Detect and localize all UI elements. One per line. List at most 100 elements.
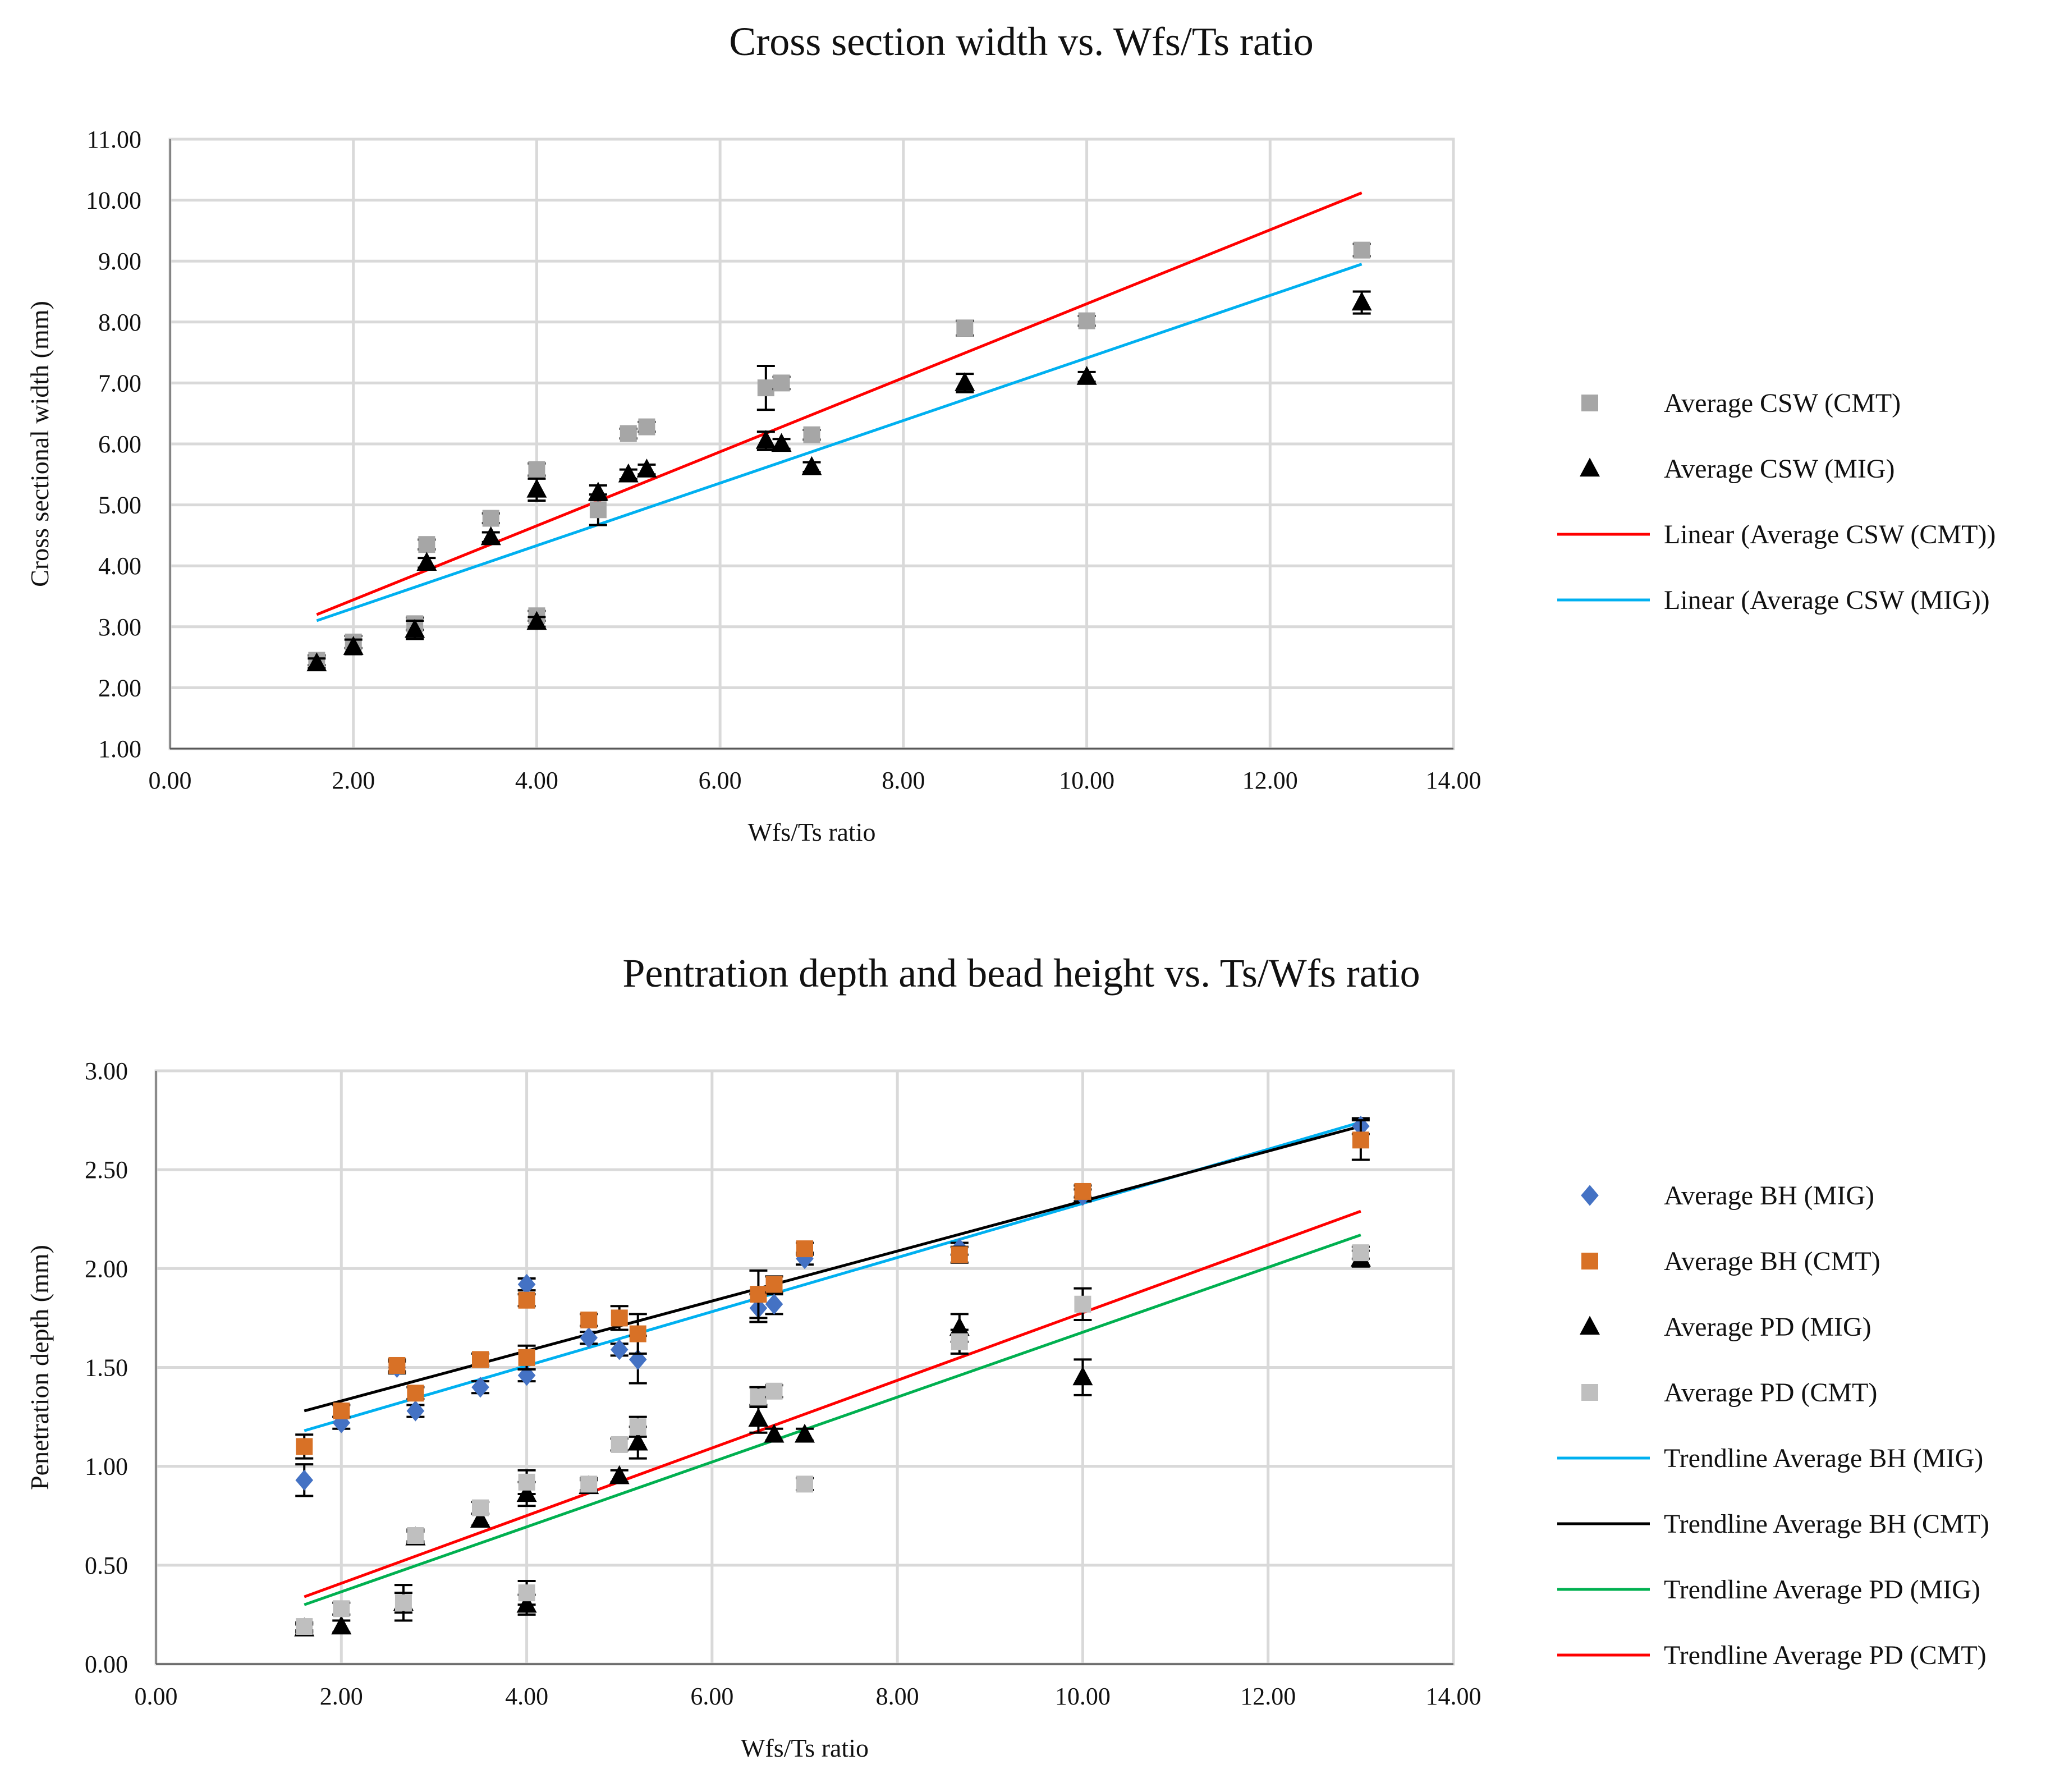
data-point [949,1317,970,1336]
data-point [580,1327,598,1349]
x-tick-label: 4.00 [515,767,558,794]
data-point [748,1408,769,1427]
y-tick-label: 1.50 [85,1354,128,1382]
data-point [951,1246,968,1263]
average-bh-cmt-series [295,1119,1370,1460]
data-point [471,1377,489,1398]
average-pd-mig-series [294,1248,1371,1637]
data-point [528,461,545,478]
y-tick-label: 5.00 [98,492,141,519]
legend-entry: Average CSW (MIG) [1664,454,1895,484]
y-tick-label: 0.50 [85,1552,128,1579]
data-point [482,510,499,527]
legend-swatch [1581,1384,1598,1401]
data-point [472,1351,489,1368]
data-point [518,1349,535,1366]
legend-swatch [1581,1185,1599,1206]
data-point [795,1423,815,1443]
data-point [951,1333,968,1350]
data-point [765,1276,783,1293]
data-point [750,1388,767,1406]
y-tick-label: 8.00 [98,309,141,336]
data-point [580,1475,598,1493]
data-point [470,1509,490,1528]
data-point [773,374,790,392]
x-tick-label: 2.00 [332,767,375,794]
data-point [395,1594,412,1611]
legend-entry: Trendline Average PD (CMT) [1664,1640,1987,1670]
data-point [296,1438,313,1455]
y-tick-label: 2.50 [85,1156,128,1184]
x-tick-label: 8.00 [876,1683,919,1710]
data-point [620,425,637,442]
data-point [771,433,792,452]
data-point [472,1499,489,1516]
legend-entry: Average PD (MIG) [1664,1312,1871,1342]
data-point [296,1618,313,1635]
legend-entry: Trendline Average BH (MIG) [1664,1443,1983,1473]
data-point [757,379,774,397]
data-point [333,1403,350,1420]
x-tick-label: 6.00 [699,767,742,794]
chart-title: Pentration depth and bead height vs. Ts/… [622,951,1420,996]
linear-average-csw-cmt-line [316,191,1363,616]
y-tick-label: 3.00 [85,1057,128,1085]
data-point [406,1400,425,1422]
y-tick-label: 7.00 [98,369,141,397]
average-pd-cmt-series [295,1244,1370,1635]
trendline-average-pd-mig-line [304,1234,1361,1606]
data-point [956,319,974,337]
legend: Average BH (MIG) Average BH (CMT) Average … [1557,1181,1989,1670]
y-tick-label: 2.00 [98,674,141,702]
data-point [526,611,547,630]
data-point [518,1473,535,1491]
legend-entry: Linear (Average CSW (CMT)) [1664,520,1996,549]
data-point [627,1431,648,1451]
data-point [611,1309,628,1327]
legend-entry: Average CSW (CMT) [1664,388,1901,418]
legend-swatch [1581,1253,1598,1269]
data-point [588,482,608,501]
legend-entry: Linear (Average CSW (MIG)) [1664,585,1990,615]
x-axis-label: Wfs/Ts ratio [747,818,875,846]
data-point [755,430,776,449]
x-axis-label: Wfs/Ts ratio [741,1734,869,1762]
data-point [955,372,975,391]
average-csw-cmt-series [308,241,1371,669]
legend-entry: Trendline Average BH (CMT) [1664,1509,1989,1539]
legend-entry: Average BH (CMT) [1664,1246,1880,1276]
data-point [764,1423,785,1443]
x-tick-label: 6.00 [690,1683,733,1710]
y-tick-label: 4.00 [98,552,141,580]
y-tick-label: 1.00 [85,1453,128,1481]
data-point [609,1465,630,1484]
data-point [765,1382,783,1400]
data-point [580,1311,598,1328]
data-point [1352,1244,1369,1262]
data-point [306,652,327,672]
data-point [407,1527,424,1544]
y-tick-label: 6.00 [98,430,141,458]
x-tick-label: 14.00 [1426,767,1481,794]
legend-swatch [1580,457,1600,477]
data-point [796,1240,813,1258]
data-point [518,1584,535,1602]
data-point [518,1291,535,1309]
data-point [796,1475,813,1493]
linear-average-csw-mig-line [316,263,1363,622]
y-axis-label: Penetration depth (mm) [25,1245,54,1490]
data-point [405,618,425,638]
y-tick-label: 3.00 [98,613,141,641]
data-point [416,552,437,571]
csw-chart: Cross section width vs. Wfs/Ts ratio 0.00… [25,19,1996,846]
data-point [750,1286,767,1303]
data-point [801,456,822,475]
x-tick-label: 14.00 [1426,1683,1481,1710]
data-point [388,1356,406,1374]
legend: Average CSW (CMT) Average CSW (MIG) Linear… [1557,388,1996,615]
x-tick-label: 10.00 [1059,767,1114,794]
x-tick-label: 10.00 [1055,1683,1111,1710]
x-tick-label: 2.00 [320,1683,363,1710]
data-point [1072,1366,1093,1386]
